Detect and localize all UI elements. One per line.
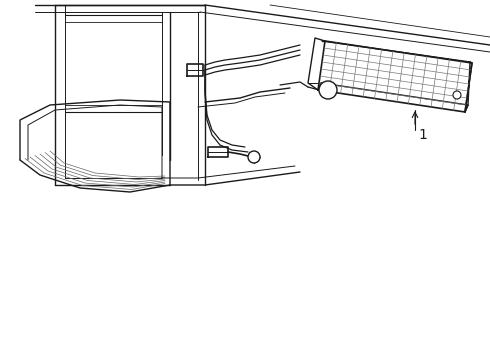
Circle shape <box>453 91 461 99</box>
Circle shape <box>319 81 337 99</box>
Circle shape <box>248 151 260 163</box>
Text: 1: 1 <box>418 128 427 142</box>
